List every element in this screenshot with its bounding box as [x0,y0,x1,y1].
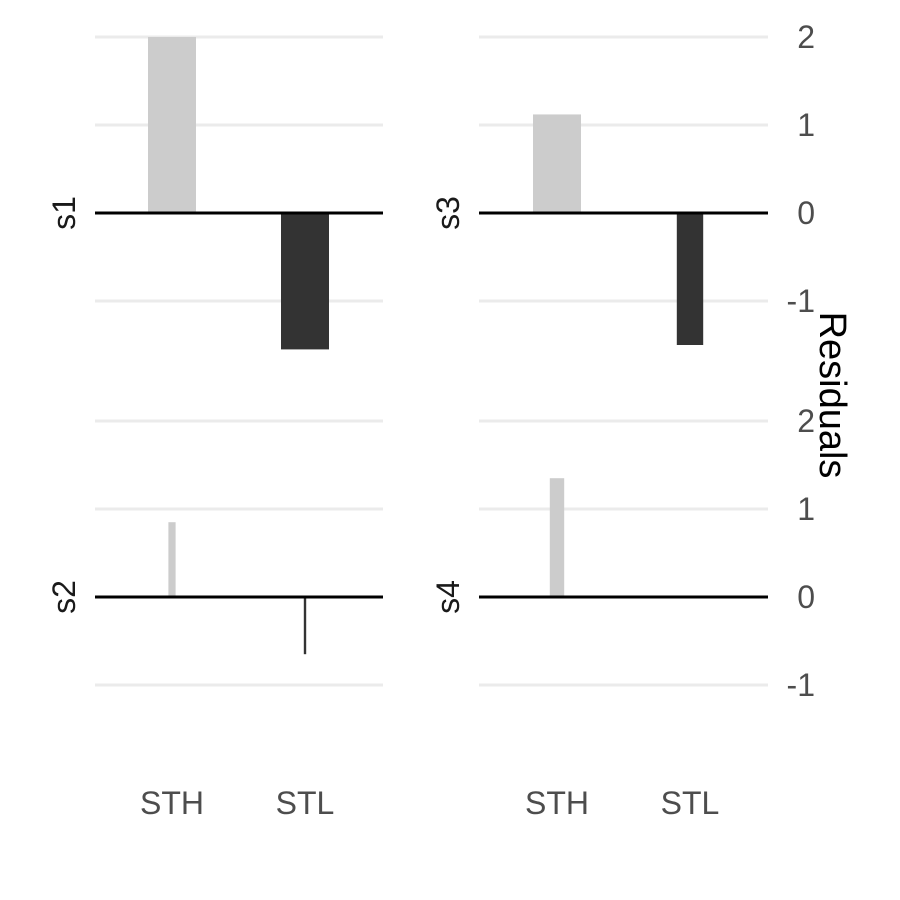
x-axis-left: STH STL [140,785,334,821]
x-tick-label-stl: STL [661,785,720,821]
panel-label-s4: s4 [430,580,466,614]
y-tick-label: 0 [797,579,815,615]
y-tick-label: 1 [797,491,815,527]
panel-s1: s1 [46,35,383,350]
panel-label-s2: s2 [46,580,82,614]
bar-s3-sth [533,114,581,213]
y-tick-label: 0 [797,195,815,231]
panel-s2: s2 [46,419,383,687]
bar-s1-stl [281,213,329,350]
panel-s4: s4 [430,419,768,687]
bar-s1-sth [148,37,196,213]
panel-label-s3: s3 [430,196,466,230]
y-axis-bottom: -1 0 1 2 [787,403,815,703]
y-tick-label: 2 [797,403,815,439]
y-axis-top: -1 0 1 2 [787,19,815,319]
y-tick-label: -1 [787,667,815,703]
x-tick-label-stl: STL [276,785,335,821]
x-axis-right: STH STL [525,785,719,821]
y-axis-title: Residuals [811,312,853,479]
panel-label-s1: s1 [46,196,82,230]
y-tick-label: -1 [787,283,815,319]
x-tick-label-sth: STH [525,785,589,821]
panel-s3: s3 [430,35,768,345]
bar-s2-sth [168,522,176,597]
bar-s4-sth [549,478,565,597]
bar-s3-stl [676,213,704,345]
y-tick-label: 1 [797,107,815,143]
panels: s1 s2 s3 s4 [46,35,768,687]
x-tick-label-sth: STH [140,785,204,821]
y-tick-label: 2 [797,19,815,55]
bar-s2-stl [303,597,307,655]
